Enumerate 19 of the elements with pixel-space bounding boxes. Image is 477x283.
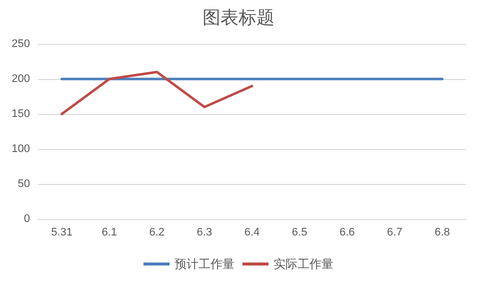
y-tick-label: 150 bbox=[12, 108, 30, 120]
line-series bbox=[60, 70, 254, 116]
legend-label: 实际工作量 bbox=[274, 257, 334, 271]
y-tick-label: 50 bbox=[18, 178, 30, 190]
y-tick-label: 100 bbox=[12, 143, 30, 155]
x-tick-label: 6.7 bbox=[387, 226, 402, 238]
x-tick-label: 6.6 bbox=[339, 226, 355, 238]
y-tick-label: 200 bbox=[12, 73, 30, 85]
legend-label: 预计工作量 bbox=[174, 257, 234, 271]
x-tick-label: 6.5 bbox=[292, 226, 308, 238]
x-tick-label: 6.8 bbox=[434, 226, 450, 238]
x-tick-label: 6.4 bbox=[244, 226, 260, 238]
y-tick-label: 250 bbox=[12, 38, 30, 50]
y-tick-label: 0 bbox=[24, 213, 30, 225]
x-tick-label: 6.3 bbox=[196, 226, 212, 238]
x-tick-label: 5.31 bbox=[51, 226, 72, 238]
x-tick-label: 6.1 bbox=[102, 226, 117, 238]
x-tick-label: 6.2 bbox=[149, 226, 165, 238]
chart-title: 图表标题 bbox=[202, 8, 274, 28]
